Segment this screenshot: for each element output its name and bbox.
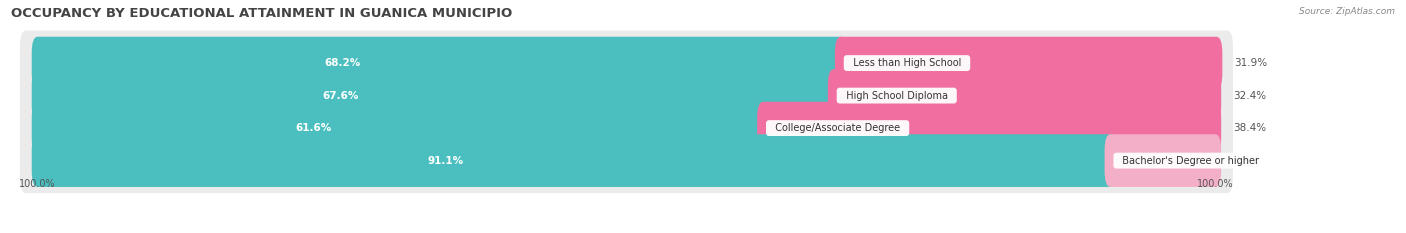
FancyBboxPatch shape [32,134,1116,187]
Text: High School Diploma: High School Diploma [839,91,953,101]
Text: 31.9%: 31.9% [1234,58,1267,68]
Text: 38.4%: 38.4% [1233,123,1265,133]
FancyBboxPatch shape [1105,134,1222,187]
Text: 67.6%: 67.6% [322,91,359,101]
Text: College/Associate Degree: College/Associate Degree [769,123,907,133]
FancyBboxPatch shape [758,102,1222,154]
Text: Less than High School: Less than High School [846,58,967,68]
FancyBboxPatch shape [32,69,839,122]
Text: 32.4%: 32.4% [1233,91,1265,101]
FancyBboxPatch shape [32,102,769,154]
Legend: Owner-occupied, Renter-occupied: Owner-occupied, Renter-occupied [492,231,720,233]
Text: Bachelor's Degree or higher: Bachelor's Degree or higher [1116,156,1265,166]
Text: 100.0%: 100.0% [20,179,56,189]
Text: 8.9%: 8.9% [1233,156,1260,166]
Text: Source: ZipAtlas.com: Source: ZipAtlas.com [1299,7,1395,16]
FancyBboxPatch shape [20,96,1233,161]
FancyBboxPatch shape [20,128,1233,193]
Text: 68.2%: 68.2% [325,58,361,68]
FancyBboxPatch shape [20,63,1233,128]
FancyBboxPatch shape [20,31,1233,96]
Text: 91.1%: 91.1% [427,156,464,166]
FancyBboxPatch shape [32,37,846,89]
FancyBboxPatch shape [828,69,1222,122]
Text: 100.0%: 100.0% [1197,179,1233,189]
FancyBboxPatch shape [835,37,1222,89]
Text: 61.6%: 61.6% [295,123,332,133]
Text: OCCUPANCY BY EDUCATIONAL ATTAINMENT IN GUANICA MUNICIPIO: OCCUPANCY BY EDUCATIONAL ATTAINMENT IN G… [11,7,513,20]
